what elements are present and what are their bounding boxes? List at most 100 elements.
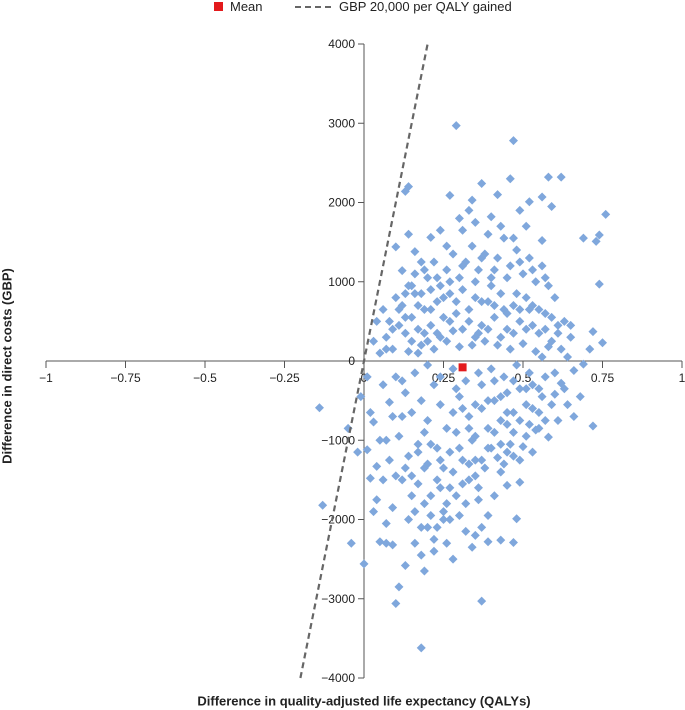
scatter-point <box>470 455 480 465</box>
scatter-point <box>454 342 464 352</box>
scatter-point <box>540 273 550 283</box>
scatter-point <box>416 522 426 532</box>
scatter-point <box>451 427 461 437</box>
scatter-point <box>439 463 448 473</box>
scatter-point <box>528 265 538 275</box>
scatter-point <box>435 455 445 465</box>
y-tick-label: −3000 <box>321 592 355 606</box>
scatter-point <box>499 459 509 469</box>
scatter-point <box>477 297 487 307</box>
y-tick-label: 4000 <box>328 37 355 51</box>
legend-item-threshold[interactable]: GBP 20,000 per QALY gained <box>295 0 512 14</box>
scatter-point <box>515 455 525 465</box>
scatter-point <box>394 320 404 330</box>
scatter-point <box>458 455 468 465</box>
scatter-point <box>362 372 372 382</box>
scatter-point <box>540 415 550 425</box>
scatter-point <box>534 384 544 394</box>
scatter-point <box>372 461 382 471</box>
scatter-point <box>524 197 534 207</box>
scatter-point <box>486 281 496 291</box>
scatter-point <box>419 427 429 437</box>
scatter-point <box>547 400 557 410</box>
scatter-point <box>480 249 490 259</box>
scatter-point <box>540 372 550 382</box>
scatter-point <box>496 439 506 449</box>
scatter-point <box>591 236 601 246</box>
scatter-point <box>467 195 477 205</box>
scatter-point <box>505 261 515 271</box>
scatter-point <box>547 201 557 211</box>
scatter-point <box>493 253 503 263</box>
scatter-point <box>445 447 455 457</box>
scatter-point <box>461 499 471 509</box>
scatter-point <box>464 304 474 314</box>
mean-point <box>458 363 467 372</box>
scatter-point <box>512 514 522 524</box>
scatter-point <box>480 463 490 473</box>
scatter-point <box>470 293 480 303</box>
scatter-point <box>585 344 595 354</box>
legend-item-mean[interactable]: Mean <box>214 0 263 14</box>
scatter-point <box>448 326 458 336</box>
scatter-point <box>547 312 557 322</box>
scatter-point <box>483 229 493 239</box>
scatter-point <box>410 289 420 299</box>
scatter-point <box>419 265 429 275</box>
scatter-point <box>543 172 553 182</box>
scatter-point <box>470 217 480 227</box>
scatter-point <box>388 344 398 354</box>
scatter-point <box>429 534 439 544</box>
scatter-point <box>404 515 414 524</box>
scatter-point <box>505 174 515 184</box>
scatter-point <box>435 225 445 235</box>
scatter-point <box>375 435 385 445</box>
scatter-point <box>550 368 560 378</box>
scatter-point <box>499 372 509 382</box>
scatter-point <box>550 293 560 303</box>
scatter-point <box>391 372 401 382</box>
scatter-point <box>550 389 560 399</box>
scatter-point <box>353 447 363 457</box>
scatter-point <box>413 348 423 358</box>
scatter-point <box>448 364 458 374</box>
scatter-point <box>480 336 490 346</box>
scatter-point <box>407 281 417 291</box>
scatter-point <box>410 269 420 279</box>
scatter-point <box>458 285 468 295</box>
scatter-point <box>413 301 423 311</box>
scatter-point <box>388 503 398 513</box>
scatter-point <box>486 364 496 374</box>
scatter-point <box>423 522 433 532</box>
scatter-point <box>435 372 445 382</box>
legend-threshold-label: GBP 20,000 per QALY gained <box>339 0 512 14</box>
scatter-point <box>563 352 573 362</box>
scatter-point <box>508 301 518 311</box>
scatter-point <box>413 439 423 449</box>
scatter-point <box>432 328 442 338</box>
scatter-point <box>489 396 499 406</box>
scatter-point <box>467 340 477 350</box>
scatter-point <box>454 443 464 453</box>
scatter-point <box>594 279 604 289</box>
scatter-point <box>477 380 487 390</box>
scatter-point <box>400 186 410 196</box>
scatter-point <box>543 432 553 442</box>
scatter-point <box>508 136 518 146</box>
scatter-point <box>521 293 531 303</box>
scatter-point <box>524 253 534 263</box>
scatter-point <box>508 233 518 243</box>
scatter-point <box>521 384 531 394</box>
scatter-point <box>426 439 436 449</box>
scatter-point <box>464 423 474 433</box>
scatter-point <box>404 229 414 239</box>
scatter-point <box>397 376 407 386</box>
scatter-point <box>378 475 388 485</box>
scatter-point <box>423 360 433 370</box>
scatter-point <box>489 376 499 386</box>
scatter-point <box>410 538 420 548</box>
scatter-point <box>426 285 436 295</box>
scatter-point <box>502 388 512 398</box>
scatter-point <box>556 344 566 354</box>
scatter-point <box>439 507 448 517</box>
